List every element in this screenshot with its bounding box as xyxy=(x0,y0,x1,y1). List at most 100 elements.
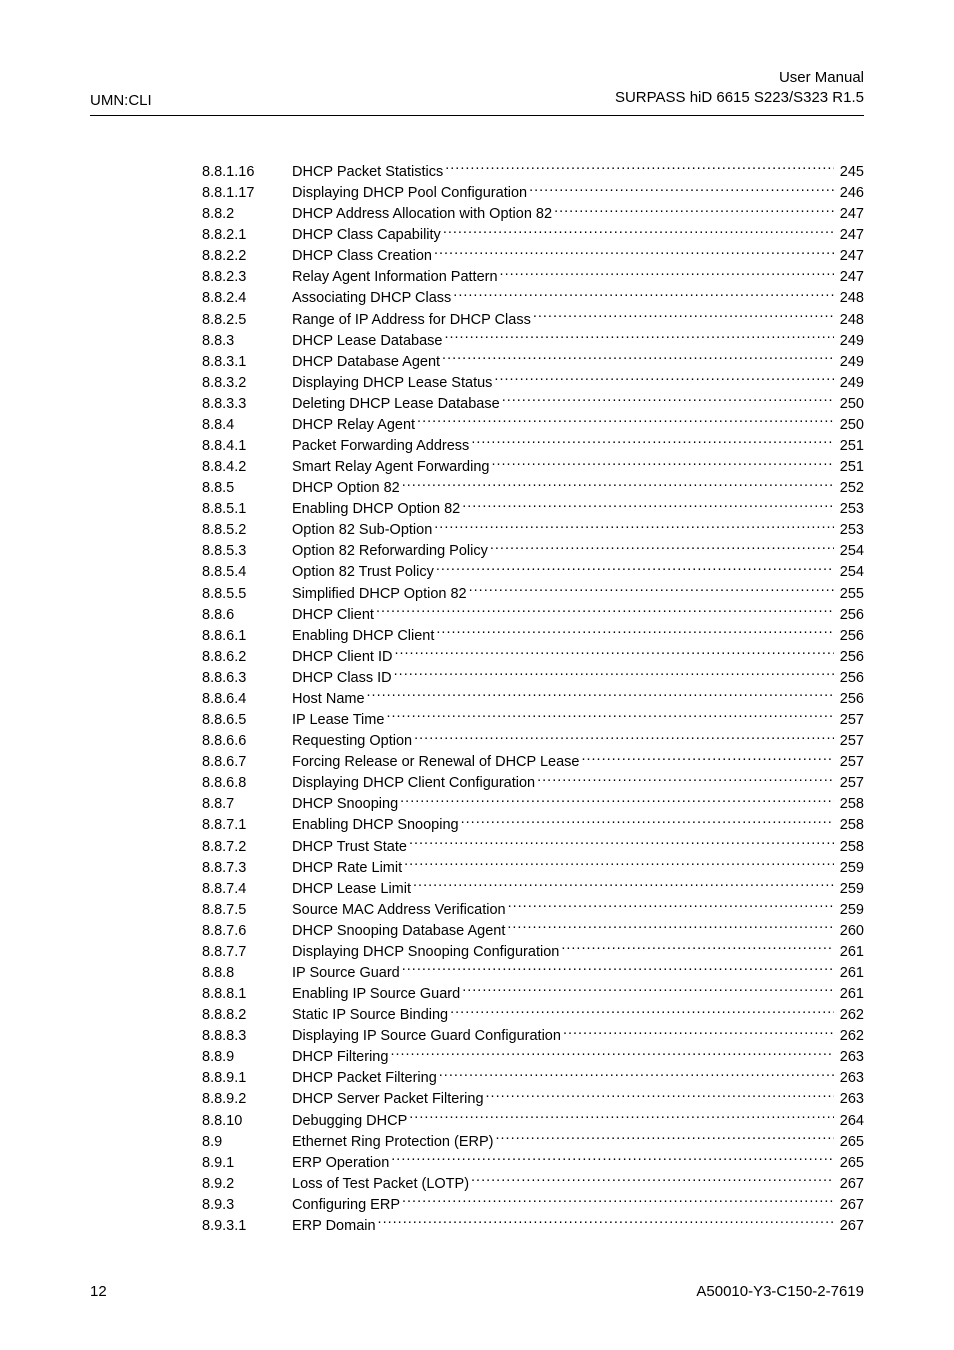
toc-section-number: 8.8.2.2 xyxy=(202,246,292,267)
toc-leader-dots xyxy=(400,794,834,809)
toc-section-number: 8.9.2 xyxy=(202,1174,292,1195)
toc-leader-dots xyxy=(563,1026,834,1041)
toc-section-title: Enabling DHCP Client xyxy=(292,626,434,647)
toc-leader-dots xyxy=(581,752,833,767)
toc-section-number: 8.8.6 xyxy=(202,605,292,626)
toc-section-title: Forcing Release or Renewal of DHCP Lease xyxy=(292,752,579,773)
toc-page-number: 257 xyxy=(836,731,864,752)
page-header: UMN:CLI User Manual SURPASS hiD 6615 S22… xyxy=(90,68,864,109)
toc-section-number: 8.8.5.5 xyxy=(202,584,292,605)
toc-row: 8.8.7DHCP Snooping 258 xyxy=(202,794,864,815)
toc-leader-dots xyxy=(444,330,833,345)
toc-section-title: IP Lease Time xyxy=(292,710,384,731)
toc-row: 8.8.7.2DHCP Trust State 258 xyxy=(202,836,864,857)
toc-page-number: 261 xyxy=(836,942,864,963)
toc-section-title: DHCP Trust State xyxy=(292,837,407,858)
toc-row: 8.8.8.1Enabling IP Source Guard 261 xyxy=(202,984,864,1005)
footer-doc-code: A50010-Y3-C150-2-7619 xyxy=(696,1283,864,1300)
toc-section-number: 8.8.3.1 xyxy=(202,352,292,373)
toc-section-title: DHCP Client xyxy=(292,605,374,626)
toc-page-number: 253 xyxy=(836,499,864,520)
toc-section-number: 8.8.6.3 xyxy=(202,668,292,689)
toc-leader-dots xyxy=(414,731,834,746)
toc-row: 8.8.5.3Option 82 Reforwarding Policy 254 xyxy=(202,541,864,562)
toc-section-title: Debugging DHCP xyxy=(292,1111,407,1132)
toc-section-number: 8.8.7.5 xyxy=(202,900,292,921)
toc-leader-dots xyxy=(402,1194,834,1209)
toc-page-number: 256 xyxy=(836,668,864,689)
toc-leader-dots xyxy=(453,288,834,303)
toc-page-number: 249 xyxy=(836,352,864,373)
toc-leader-dots xyxy=(443,225,834,240)
toc-leader-dots xyxy=(554,204,834,219)
toc-page-number: 247 xyxy=(836,225,864,246)
toc-row: 8.9.3.1ERP Domain 267 xyxy=(202,1215,864,1236)
toc-page-number: 265 xyxy=(836,1132,864,1153)
toc-section-title: DHCP Lease Limit xyxy=(292,879,411,900)
toc-row: 8.8.3DHCP Lease Database 249 xyxy=(202,330,864,351)
toc-section-number: 8.8.1.16 xyxy=(202,162,292,183)
toc-section-title: DHCP Class ID xyxy=(292,668,392,689)
toc-leader-dots xyxy=(471,436,833,451)
toc-section-number: 8.8.2.3 xyxy=(202,267,292,288)
toc-page-number: 265 xyxy=(836,1153,864,1174)
toc-row: 8.8.7.5Source MAC Address Verification 2… xyxy=(202,899,864,920)
toc-row: 8.8.8IP Source Guard 261 xyxy=(202,962,864,983)
toc-page-number: 264 xyxy=(836,1111,864,1132)
toc-page-number: 259 xyxy=(836,858,864,879)
toc-row: 8.8.2.5Range of IP Address for DHCP Clas… xyxy=(202,309,864,330)
toc-section-number: 8.9 xyxy=(202,1132,292,1153)
toc-leader-dots xyxy=(486,1089,834,1104)
toc-section-number: 8.8.10 xyxy=(202,1111,292,1132)
toc-row: 8.9.1ERP Operation 265 xyxy=(202,1152,864,1173)
toc-page-number: 245 xyxy=(836,162,864,183)
toc-section-number: 8.8.2.5 xyxy=(202,310,292,331)
toc-page-number: 263 xyxy=(836,1068,864,1089)
toc-section-number: 8.8.4.2 xyxy=(202,457,292,478)
toc-row: 8.8.2.2DHCP Class Creation 247 xyxy=(202,246,864,267)
toc-section-number: 8.8.7.3 xyxy=(202,858,292,879)
toc-page-number: 250 xyxy=(836,394,864,415)
toc-leader-dots xyxy=(461,815,834,830)
toc-section-number: 8.8.6.5 xyxy=(202,710,292,731)
toc-row: 8.8.6.8Displaying DHCP Client Configurat… xyxy=(202,773,864,794)
toc-page-number: 249 xyxy=(836,373,864,394)
toc-section-title: Displaying DHCP Client Configuration xyxy=(292,773,535,794)
toc-section-number: 8.8.5.3 xyxy=(202,541,292,562)
toc-leader-dots xyxy=(386,710,833,725)
toc-leader-dots xyxy=(537,773,834,788)
toc-section-title: Source MAC Address Verification xyxy=(292,900,506,921)
toc-section-title: Host Name xyxy=(292,689,365,710)
toc-leader-dots xyxy=(502,393,834,408)
toc-leader-dots xyxy=(434,246,834,261)
toc-leader-dots xyxy=(367,688,834,703)
toc-leader-dots xyxy=(434,520,834,535)
toc-page-number: 252 xyxy=(836,478,864,499)
toc-page-number: 262 xyxy=(836,1026,864,1047)
toc-section-title: Range of IP Address for DHCP Class xyxy=(292,310,531,331)
toc-section-number: 8.8.6.7 xyxy=(202,752,292,773)
toc-row: 8.8.5.5Simplified DHCP Option 82 255 xyxy=(202,583,864,604)
toc-section-number: 8.8.4.1 xyxy=(202,436,292,457)
toc-leader-dots xyxy=(409,836,834,851)
toc-leader-dots xyxy=(439,1068,834,1083)
toc-page-number: 254 xyxy=(836,562,864,583)
toc-leader-dots xyxy=(462,984,834,999)
toc-row: 8.8.6.5IP Lease Time 257 xyxy=(202,710,864,731)
toc-leader-dots xyxy=(445,162,834,177)
toc-section-title: Simplified DHCP Option 82 xyxy=(292,584,467,605)
toc-section-title: DHCP Option 82 xyxy=(292,478,400,499)
toc-section-number: 8.8.6.8 xyxy=(202,773,292,794)
toc-section-number: 8.8.3 xyxy=(202,331,292,352)
toc-row: 8.8.6.2DHCP Client ID 256 xyxy=(202,646,864,667)
toc-row: 8.8.6.1Enabling DHCP Client 256 xyxy=(202,625,864,646)
toc-section-title: Configuring ERP xyxy=(292,1195,400,1216)
toc-section-title: Requesting Option xyxy=(292,731,412,752)
toc-section-number: 8.8.2 xyxy=(202,204,292,225)
toc-section-number: 8.8.9.1 xyxy=(202,1068,292,1089)
toc-row: 8.8.5.1Enabling DHCP Option 82 253 xyxy=(202,499,864,520)
toc-section-title: Option 82 Trust Policy xyxy=(292,562,434,583)
toc-page-number: 263 xyxy=(836,1089,864,1110)
toc-row: 8.8.9.1DHCP Packet Filtering 263 xyxy=(202,1068,864,1089)
toc-section-title: DHCP Class Creation xyxy=(292,246,432,267)
